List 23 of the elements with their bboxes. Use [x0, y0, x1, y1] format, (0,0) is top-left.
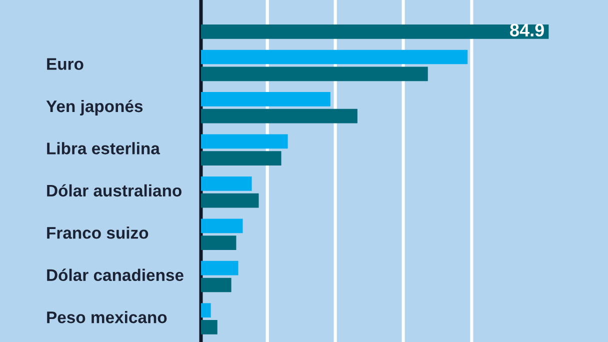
bar	[201, 134, 288, 149]
bar	[201, 92, 330, 106]
y-tick-label: Dólar canadiense	[47, 268, 184, 282]
bar	[201, 176, 252, 191]
y-tick-label: Dólar australiano	[47, 184, 182, 197]
y-tick-label: Euro	[47, 58, 84, 70]
y-tick-label: Franco suizo	[47, 226, 148, 239]
bar	[201, 260, 238, 276]
bar	[201, 24, 549, 39]
y-tick-label: Yen japonés	[46, 100, 143, 116]
bar	[201, 236, 236, 250]
y-tick-label: Peso mexicano	[47, 311, 167, 324]
bar	[201, 278, 232, 292]
data-label: 84.9	[510, 24, 544, 37]
bar	[201, 66, 428, 82]
y-tick-label: Libra esterlina	[47, 142, 160, 154]
bar	[201, 108, 358, 124]
bar	[201, 320, 218, 334]
bar	[201, 50, 468, 64]
bar	[201, 151, 282, 166]
bar	[201, 218, 243, 234]
bar	[201, 303, 211, 318]
bar	[201, 193, 259, 208]
